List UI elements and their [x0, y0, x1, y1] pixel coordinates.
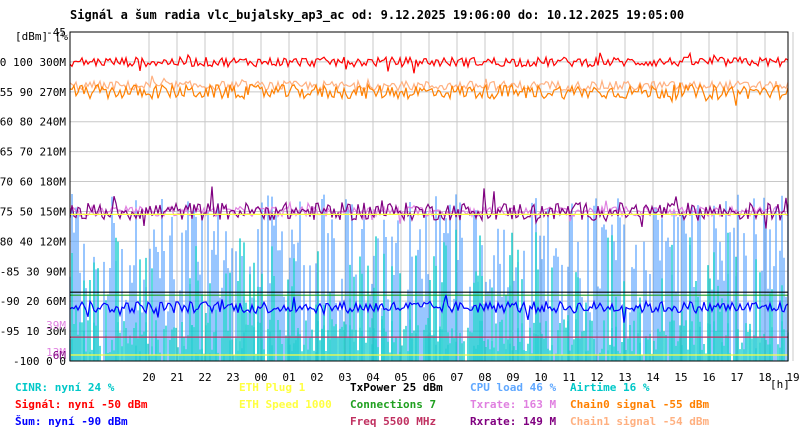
legend-item: ETH Speed 1000 [239, 398, 332, 411]
x-tick-label: 07 [450, 371, 463, 384]
x-tick-label: 21 [170, 371, 183, 384]
x-tick-label: 11 [562, 371, 575, 384]
y-tick-label: -90 20 60M [0, 295, 66, 308]
y-tick-label: -70 60 180M [0, 176, 66, 189]
legend-item: Chain0 signal -55 dBm [570, 398, 710, 411]
plot-border [69, 31, 789, 362]
x-tick-label: 16 [702, 371, 715, 384]
legend-item: ETH Plug 1 [239, 381, 306, 394]
x-tick-label: 20 [142, 371, 155, 384]
extra-axis-label: 6M [53, 349, 67, 362]
x-tick-label: 22 [198, 371, 211, 384]
x-tick-label: 09 [506, 371, 519, 384]
extra-axis-label: 39M [46, 319, 66, 332]
series--um [69, 294, 789, 323]
legend-item: Signál: nyní -50 dBm [15, 398, 148, 411]
legend-item: Connections 7 [350, 398, 437, 411]
legend-item: Txrate: 163 M [470, 398, 557, 411]
series-sign-l [69, 51, 789, 74]
y-tick-label: -50 100 300M [0, 56, 66, 69]
x-tick-label: 15 [674, 371, 687, 384]
y-tick-label: -100 0 0 [13, 355, 66, 368]
y-tick-label: -85 30 90M [0, 265, 66, 278]
x-tick-label: 14 [646, 371, 660, 384]
series-chain1-signal [69, 75, 789, 93]
x-axis-unit: [h] [770, 378, 790, 391]
x-tick-label: 02 [310, 371, 323, 384]
y-tick-label: -75 50 150M [0, 205, 66, 218]
legend-item: CINR: nyní 24 % [15, 381, 115, 394]
x-tick-label: 08 [478, 371, 491, 384]
legend-item: Šum: nyní -90 dBm [15, 415, 128, 428]
extra-axis-label: 13M [46, 346, 66, 359]
x-tick-label: 23 [226, 371, 239, 384]
y-tick-label: -45 [46, 26, 66, 39]
x-tick-label: 13 [618, 371, 631, 384]
legend-item: Chain1 signal -54 dBm [570, 415, 710, 428]
legend-item: Rxrate: 149 M [470, 415, 557, 428]
x-tick-label: 05 [394, 371, 407, 384]
x-tick-label: 04 [366, 371, 380, 384]
series-chain0-signal [69, 82, 789, 106]
series-rxrate [69, 186, 789, 229]
x-tick-label: 03 [338, 371, 351, 384]
legend-item: CPU load 46 % [470, 381, 557, 394]
y-tick-label: -65 70 210M [0, 146, 66, 159]
y-tick-label: -60 80 240M [0, 116, 66, 129]
legend-item: Airtime 16 % [570, 381, 650, 394]
x-tick-label: 12 [590, 371, 603, 384]
x-tick-label: 00 [254, 371, 267, 384]
chart-title: Signál a šum radia vlc_bujalsky_ap3_ac o… [70, 8, 685, 22]
legend-item: Freq 5500 MHz [350, 415, 437, 428]
x-tick-label: 19 [786, 371, 799, 384]
y-tick-label: -55 90 270M [0, 86, 66, 99]
legend-item: TxPower 25 dBm [350, 381, 443, 394]
series-txrate [69, 200, 789, 224]
y-tick-label: -95 10 30M [0, 325, 66, 338]
x-tick-label: 18 [758, 371, 771, 384]
x-tick-label: 17 [730, 371, 743, 384]
y-tick-label: -80 40 120M [0, 235, 66, 248]
left-axis-unit: [dBm] [%] [15, 30, 75, 43]
x-tick-label: 06 [422, 371, 435, 384]
x-tick-label: 01 [282, 371, 295, 384]
x-tick-label: 10 [534, 371, 547, 384]
